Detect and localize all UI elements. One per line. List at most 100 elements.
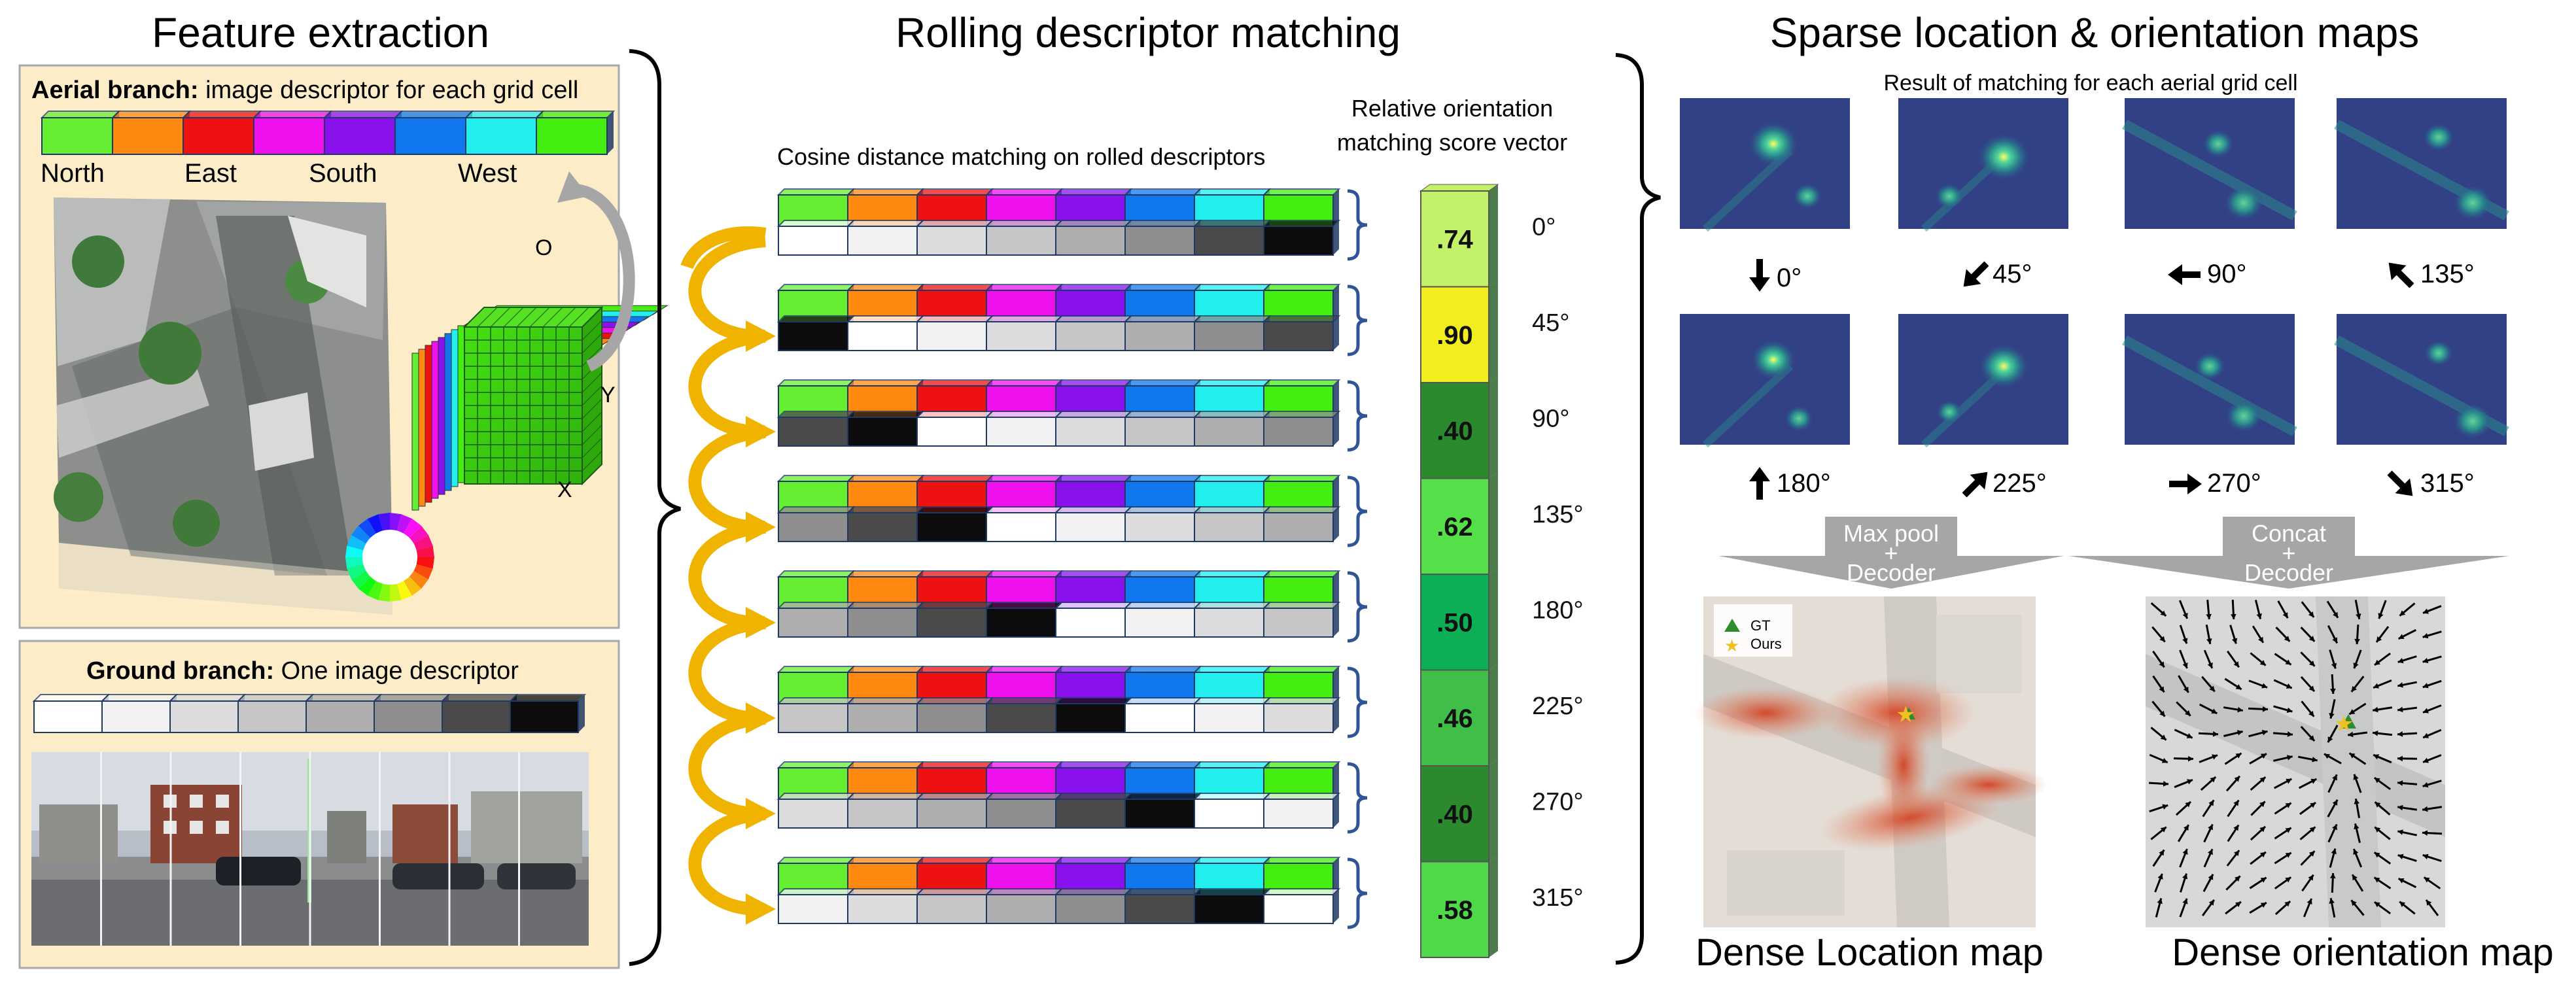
row-brace [1347, 380, 1368, 452]
descriptor-cell [986, 321, 1056, 351]
row-brace [1347, 762, 1368, 834]
sparse-maps-section: Sparse location & orientation maps Resul… [1680, 9, 2554, 974]
sparse-heatmap [2334, 98, 2509, 229]
descriptor-cell [1194, 703, 1264, 733]
rolling-title: Rolling descriptor matching [896, 9, 1401, 56]
ground-rolled-row-6 [776, 793, 1341, 829]
angle-label: 0° [1532, 213, 1556, 241]
descriptor-cell [916, 417, 987, 447]
vector-title-line-2: matching score vector [1337, 129, 1567, 156]
roll-arrow [688, 234, 766, 343]
descriptor-cell [1124, 417, 1195, 447]
descriptor-cell [1124, 608, 1195, 638]
descriptor-cell [1124, 894, 1195, 924]
cube-axis-o: O [535, 235, 552, 260]
descriptor-cell [1055, 894, 1126, 924]
orientation-arrow-icon [2387, 470, 2413, 496]
descriptor-cell [253, 117, 325, 155]
descriptor-cell [847, 321, 918, 351]
descriptor-cell [1263, 321, 1334, 351]
descriptor-cell [1055, 321, 1126, 351]
orientation-arrow-icon [2169, 473, 2202, 494]
direction-labels: North East South West [41, 159, 517, 188]
score-cell [1420, 286, 1489, 383]
score-cell [1420, 190, 1489, 288]
sparse-heatmap [1898, 314, 2068, 448]
descriptor-cell [1055, 226, 1126, 256]
row-brace [1347, 666, 1368, 738]
orient-prediction-star: ★ [2334, 712, 2354, 736]
roll-arrow [688, 616, 766, 725]
angle-label: 225° [1532, 693, 1584, 720]
descriptor-cell [778, 321, 848, 351]
ground-rolled-row-3 [776, 506, 1341, 542]
roll-arrow [688, 807, 766, 916]
descriptor-cell [916, 321, 987, 351]
descriptor-cell [169, 700, 239, 733]
aerial-descriptor-cells [40, 111, 616, 155]
score-value: .40 [1436, 417, 1473, 445]
legend-gt-label: GT [1750, 617, 1771, 634]
descriptor-cell [112, 117, 184, 155]
roll-arrow [688, 330, 766, 438]
row-brace [1347, 571, 1368, 643]
descriptor-cell [916, 799, 987, 829]
descriptor-cell [847, 703, 918, 733]
roll-arrows [680, 226, 776, 925]
descriptor-cell [1055, 799, 1126, 829]
maxpool-label-1: Max pool [1843, 520, 1939, 547]
rolling-subtitle: Cosine distance matching on rolled descr… [777, 143, 1265, 170]
orientation-vector-field [2148, 599, 2443, 918]
angle-label: 135° [1532, 501, 1584, 528]
ground-rolled-row-2 [776, 411, 1341, 447]
descriptor-cell [1194, 226, 1264, 256]
sparse-heatmap-grid [1680, 98, 2509, 448]
ground-rolled-row-4 [776, 602, 1341, 638]
roll-arrow-head [746, 893, 776, 925]
concat-label-2: + [2282, 540, 2295, 566]
descriptor-cell [986, 512, 1056, 542]
descriptor-cell [1124, 799, 1195, 829]
descriptor-cell [1055, 703, 1126, 733]
sparse-heatmap [2122, 314, 2297, 445]
score-value: .74 [1436, 225, 1473, 254]
angle-label: 270° [1532, 788, 1584, 816]
prediction-star: ★ [1896, 702, 1915, 727]
ground-rolled-row-0 [776, 220, 1341, 256]
vector-title-line-1: Relative orientation [1351, 95, 1553, 122]
descriptor-cell [1263, 703, 1334, 733]
ground-descriptor-cells [32, 694, 587, 733]
curved-gray-arrow [574, 184, 635, 372]
maxpool-label-3: Decoder [1847, 559, 1936, 586]
caption-orientation: Dense orientation map [2172, 931, 2554, 974]
sparse-heatmap [1898, 98, 2068, 232]
score-value: .40 [1436, 800, 1473, 829]
roll-arrow [688, 521, 766, 629]
angle-label: 180° [1532, 596, 1584, 624]
descriptor-cell [916, 226, 987, 256]
descriptor-cell [847, 226, 918, 256]
descriptor-cell [778, 417, 848, 447]
orientation-angle-label: 0° [1777, 264, 1801, 292]
feature-title: Feature extraction [152, 9, 489, 56]
maxpool-label-2: + [1884, 540, 1898, 566]
aerial-descriptor-strip [40, 111, 616, 155]
descriptor-cell [324, 117, 396, 155]
color-wheel [345, 513, 434, 602]
feature-extraction-section: Feature extraction Aerial branch: image … [18, 9, 681, 969]
descriptor-cell [1194, 417, 1264, 447]
descriptor-cell [374, 700, 443, 733]
concat-funnel: Concat + Decoder [2068, 517, 2509, 589]
panorama-dividers [100, 752, 520, 946]
descriptor-cell [33, 700, 103, 733]
dense-orientation-map: ★ Dense orientation map [2146, 596, 2554, 974]
orientation-arrow-icon [1962, 472, 1988, 498]
ground-branch-panel: Ground branch: One image descriptor [18, 640, 620, 969]
descriptor-cell [847, 417, 918, 447]
descriptor-cell [1194, 321, 1264, 351]
rolled-descriptor-rows [776, 188, 1368, 929]
maxpool-funnel: Max pool + Decoder [1718, 517, 2064, 589]
descriptor-cell [916, 894, 987, 924]
descriptor-cell [1263, 226, 1334, 256]
sparse-title: Sparse location & orientation maps [1770, 9, 2420, 56]
